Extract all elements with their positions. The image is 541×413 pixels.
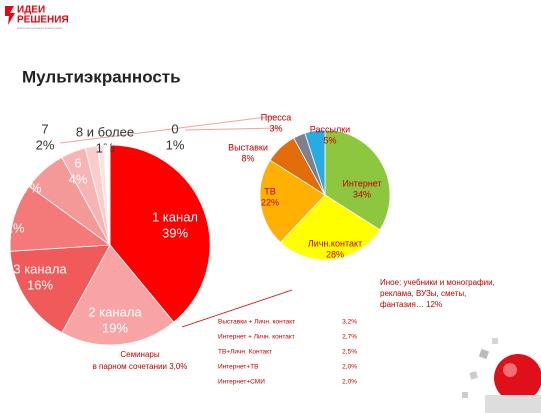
slice-label: Пресса	[261, 112, 292, 122]
table-cell: 2,5%	[342, 349, 357, 356]
pie-slice	[9, 185, 112, 252]
value-label: 7%	[23, 180, 42, 195]
pie-slice	[9, 244, 111, 334]
decoration	[462, 338, 541, 413]
connector	[184, 127, 281, 131]
slice-label: 5	[28, 164, 35, 179]
pie-slice	[304, 129, 326, 196]
slice-label: Рассылки	[310, 124, 350, 134]
value-label: 22%	[261, 197, 279, 207]
logo-text: РЕШЕНИЯ	[17, 15, 69, 26]
table-cell: 2,0%	[342, 364, 357, 371]
slice-label: 8 и более	[76, 124, 134, 139]
table-cell: 2,0%	[342, 379, 357, 386]
table-cell: Интернет + Личн. контакт	[218, 334, 295, 341]
value-label: 28%	[326, 249, 344, 259]
value-label: 3%	[269, 123, 282, 133]
table-cell: 2,7%	[342, 334, 357, 341]
value-label: 16%	[27, 277, 53, 292]
slice-label: 0	[171, 121, 178, 136]
value-label: 11%	[0, 220, 25, 235]
pie-slice	[61, 244, 175, 346]
slice-label: Личн.контакт	[308, 238, 362, 248]
value-label: 8%	[241, 153, 254, 163]
logo-text: ИДЕИ	[17, 5, 45, 16]
table: Выставки + Личн. контакт 3,2% Интернет + Л…	[218, 319, 357, 386]
value-label: 1%	[166, 137, 185, 152]
pie-slice	[109, 144, 211, 323]
slice-label: Выставки	[228, 142, 268, 152]
slice-label: 4	[8, 204, 15, 219]
slice-label: Интернет	[342, 178, 381, 188]
pie-slice	[279, 194, 381, 261]
slice-label: 2 канала	[88, 304, 142, 319]
logo-tagline: агентство делового консалтинга	[17, 26, 62, 30]
slice-label: 6	[74, 155, 81, 170]
slice-label: 3 канала	[13, 261, 67, 276]
slice-label: ТВ	[264, 186, 276, 196]
connector	[181, 289, 293, 328]
value-label: 34%	[353, 189, 371, 199]
slice-label: 7	[41, 121, 48, 136]
annotation: в парном сочетании 3,0%	[93, 362, 188, 371]
value-label: 4%	[69, 171, 88, 186]
table-cell: 3,2%	[342, 319, 357, 326]
connector	[59, 115, 276, 144]
pie-slice	[103, 144, 111, 246]
value-label: 5%	[323, 135, 336, 145]
annotation: Иное: учебники и монографии,	[380, 278, 495, 287]
table-cell: Интернет+СМИ	[218, 379, 265, 386]
slice-label: 1 канал	[152, 209, 198, 224]
table-cell: Выставки + Личн. контакт	[218, 319, 295, 326]
value-label: 19%	[102, 320, 128, 335]
value-label: 39%	[162, 225, 188, 240]
table-cell: ТВ+Личн. Контакт	[218, 349, 272, 356]
logo-mark	[5, 6, 15, 25]
annotation: Семинары	[120, 350, 160, 359]
table-cell: Интернет+ТВ	[218, 364, 258, 371]
annotation: фантазия… 12%	[380, 300, 442, 309]
value-label: 2%	[36, 137, 55, 152]
slide-title: Мультиэкранность	[22, 67, 181, 86]
annotation: реклама, ВУЗы, сметы,	[380, 289, 466, 298]
pie-slice	[259, 159, 326, 243]
